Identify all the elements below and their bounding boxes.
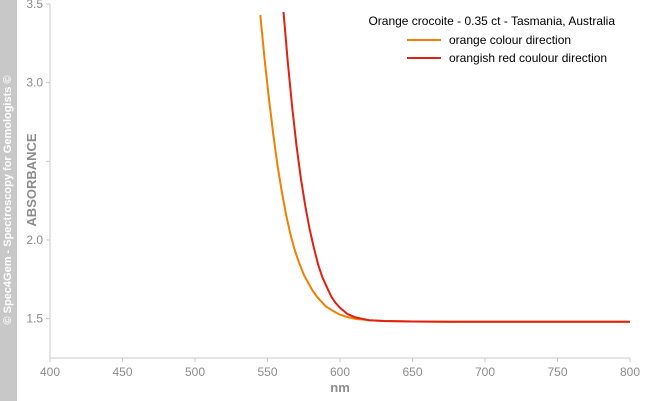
- x-tick-label: 400: [40, 365, 60, 379]
- x-tick-label: 700: [475, 365, 495, 379]
- x-tick-label: 750: [547, 365, 567, 379]
- y-ticks: 1.5 2.0 3.0 3.5: [26, 0, 50, 326]
- y-tick-label: 3.5: [26, 0, 43, 11]
- x-axis-title: nm: [330, 380, 350, 395]
- legend: Orange crocoite - 0.35 ct - Tasmania, Au…: [368, 14, 615, 65]
- y-tick-label: 3.0: [26, 76, 43, 90]
- x-tick-label: 500: [185, 365, 205, 379]
- series-group: [259, 11, 630, 323]
- x-tick-label: 600: [330, 365, 350, 379]
- y-tick-label: 1.5: [26, 312, 43, 326]
- x-tick-label: 650: [402, 365, 422, 379]
- legend-label-2: orangish red coulour direction: [449, 51, 607, 65]
- x-tick-label: 450: [112, 365, 132, 379]
- x-ticks: 400 450 500 550 600 650 700 750 800: [40, 358, 640, 379]
- chart-title: Orange crocoite - 0.35 ct - Tasmania, Au…: [368, 14, 615, 28]
- y-axis-title: ABSORBANCE: [24, 133, 39, 227]
- series-line-2: [282, 11, 630, 323]
- legend-label-1: orange colour direction: [449, 33, 571, 47]
- watermark-bar: © Spec4Gem - Spectroscopy for Gemologist…: [0, 0, 17, 401]
- x-tick-label: 800: [620, 365, 640, 379]
- y-tick-label: 2.0: [26, 233, 43, 247]
- x-tick-label: 550: [257, 365, 277, 379]
